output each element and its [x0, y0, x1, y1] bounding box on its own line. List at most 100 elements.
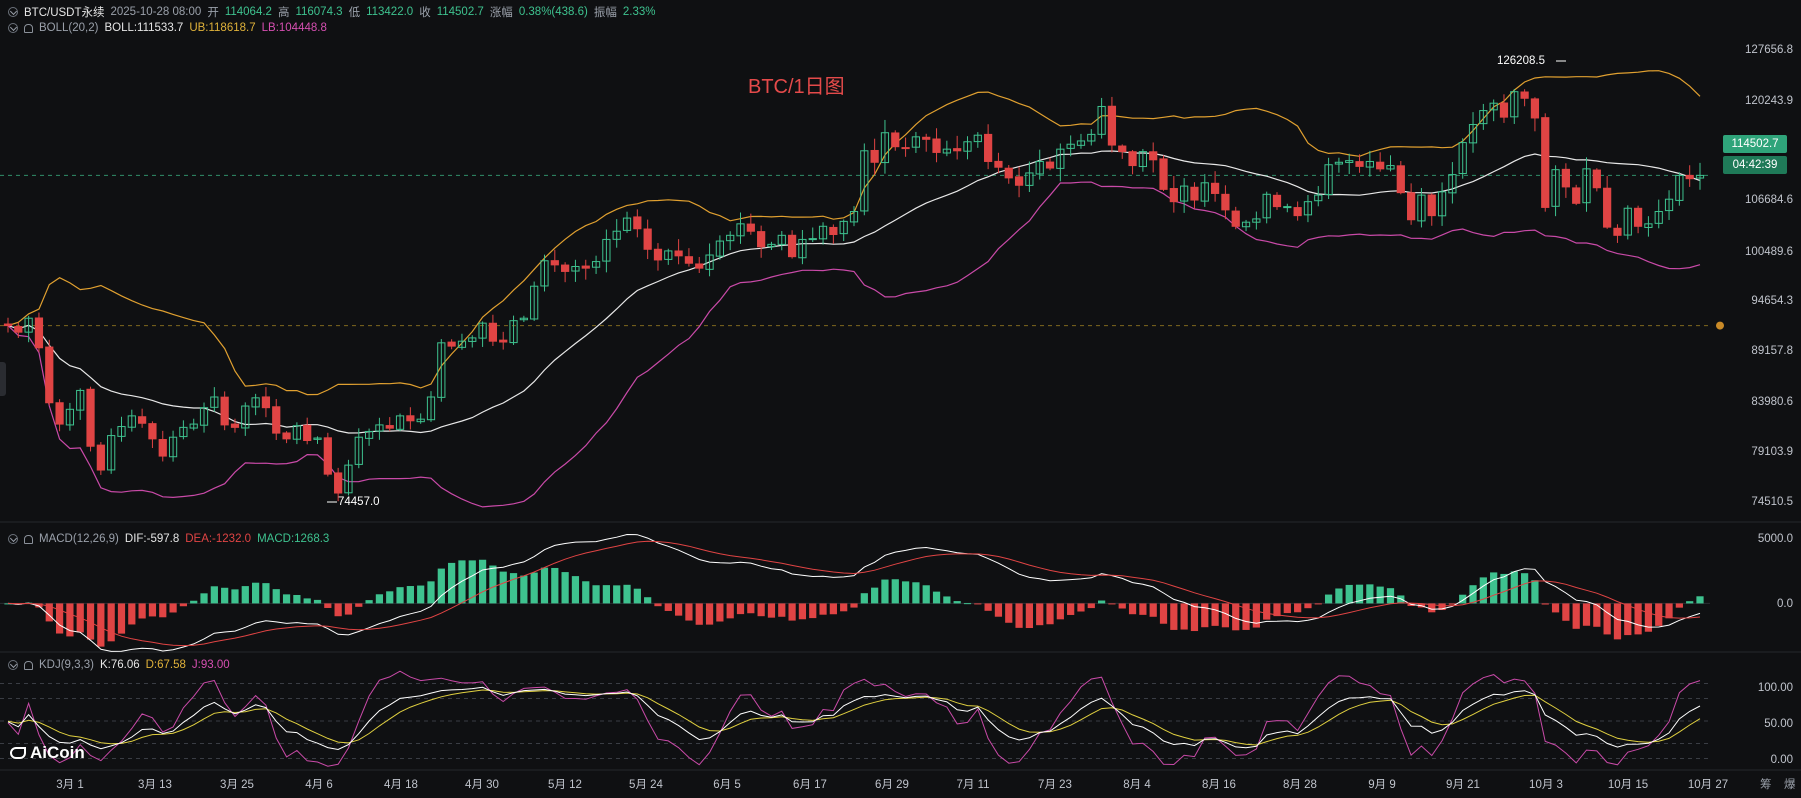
price-axis-label: 106684.6: [1745, 194, 1793, 206]
candle-down: [829, 226, 838, 236]
low-value: 113422.0: [366, 6, 414, 18]
candle-up: [1200, 182, 1209, 202]
macd-legend: MACD(12,26,9) DIF:-597.8 DEA:-1232.0 MAC…: [8, 533, 329, 545]
macd-bar: [561, 572, 569, 604]
candle-down: [323, 437, 332, 475]
macd-bar: [1675, 603, 1683, 608]
open-value: 114064.2: [224, 6, 272, 18]
candle-down: [138, 416, 147, 424]
macd-bar: [571, 576, 580, 604]
macd-bar: [674, 603, 683, 616]
candle-down: [1499, 102, 1509, 118]
macd-bar: [509, 573, 518, 604]
macd-bar: [530, 572, 538, 604]
candle-up: [849, 211, 859, 223]
candle-up: [127, 415, 136, 428]
candle-down: [499, 339, 508, 343]
macd-bar: [747, 603, 755, 614]
candle-up: [1437, 191, 1447, 217]
candle-up: [726, 234, 735, 242]
candle-down: [1014, 176, 1024, 186]
kdj-axis-label: 100.00: [1757, 682, 1793, 694]
candle-up: [1551, 169, 1560, 207]
change-value: 0.38%(438.6): [518, 6, 588, 18]
candle-up: [1262, 193, 1271, 219]
kdj-collapse-icon[interactable]: [8, 660, 18, 670]
macd-bar: [200, 593, 208, 604]
macd-bar: [1046, 603, 1054, 625]
macd-bar: [1438, 603, 1446, 611]
macd-bar: [1211, 603, 1219, 626]
macd-bar: [386, 591, 394, 604]
x-axis-label: 8月 28: [1283, 779, 1317, 791]
bell-icon[interactable]: [24, 23, 33, 33]
macd-axis-label: 0.0: [1777, 598, 1793, 610]
macd-bar: [943, 596, 951, 604]
kdj-bell-icon[interactable]: [24, 660, 33, 670]
macd-bar: [1097, 600, 1106, 604]
collapse-chevron-icon[interactable]: [8, 7, 18, 17]
candle-down: [787, 234, 797, 258]
macd-bar: [633, 588, 641, 604]
macd-bar: [1428, 603, 1436, 613]
macd-bar: [695, 603, 703, 625]
candle-up: [189, 423, 198, 429]
candle-up: [1087, 133, 1096, 142]
macd-bar: [551, 567, 559, 604]
candle-down: [488, 322, 498, 342]
macd-bar: [1634, 603, 1642, 635]
candle-up: [1623, 207, 1632, 236]
macd-bell-icon[interactable]: [24, 534, 33, 544]
kdj-panel: [0, 670, 1710, 767]
candle-down: [757, 231, 766, 248]
candle-down: [1376, 161, 1385, 170]
macd-collapse-icon[interactable]: [8, 534, 18, 544]
candle-up: [344, 464, 353, 494]
macd-bar: [344, 603, 353, 615]
candle-down: [581, 265, 590, 269]
macd-bar: [1128, 603, 1137, 615]
candle-down: [953, 148, 962, 152]
macd-bar: [1376, 586, 1384, 604]
boll-mid-value: BOLL:111533.7: [104, 22, 184, 34]
candle-down: [1293, 207, 1302, 217]
candle-up: [437, 342, 446, 398]
left-collapse-tab[interactable]: [0, 362, 6, 396]
candle-down: [870, 149, 879, 163]
candle-up: [24, 317, 33, 333]
macd-bar: [303, 598, 311, 604]
macd-bar: [1397, 595, 1405, 604]
kdj-j-value: J:93.00: [191, 659, 230, 671]
candle-up: [777, 234, 786, 245]
candle-up: [1241, 221, 1251, 228]
macd-bar: [1355, 584, 1364, 604]
macd-bar: [169, 603, 177, 613]
macd-hist-value: MACD:1268.3: [257, 533, 330, 545]
candle-down: [674, 250, 683, 257]
macd-bar: [293, 594, 301, 604]
x-axis-label: 10月 3: [1529, 779, 1563, 791]
boll-collapse-icon[interactable]: [8, 23, 18, 33]
x-axis-label: 4月 18: [384, 779, 418, 791]
macd-bar: [974, 603, 982, 605]
macd-bar: [1294, 603, 1302, 613]
candle-up: [65, 408, 75, 426]
price-axis[interactable]: 127656.8 120243.9 106684.6 100489.6 9465…: [1709, 0, 1801, 798]
liquidation-button[interactable]: 爆: [1784, 779, 1796, 791]
macd-bar: [860, 593, 868, 604]
high-annotation: 126208.5: [1497, 55, 1545, 67]
candle-down: [86, 388, 95, 447]
macd-bar: [871, 587, 879, 604]
macd-bar: [798, 603, 807, 620]
macd-bar: [685, 603, 693, 621]
macd-bar: [829, 603, 837, 615]
chips-button[interactable]: 筹: [1760, 779, 1772, 791]
x-axis-label: 4月 30: [465, 779, 499, 791]
candle-up: [1468, 124, 1478, 144]
macd-bar: [644, 597, 652, 604]
macd-bar: [891, 579, 899, 604]
macd-bar: [1665, 603, 1673, 619]
macd-bar: [437, 568, 445, 604]
